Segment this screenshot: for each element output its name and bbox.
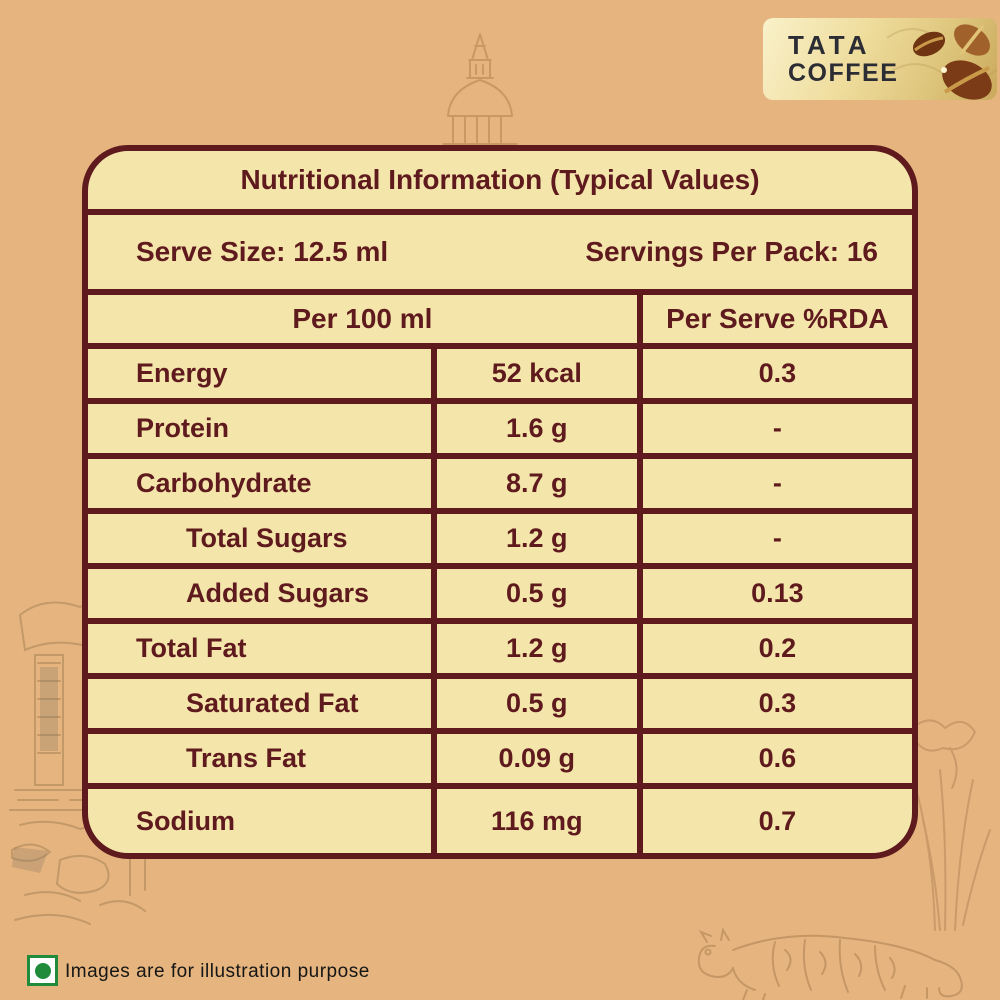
table-row-sodium: Sodium 116 mg 0.7 [88,783,912,853]
row-rda: 0.13 [636,569,912,618]
table-row-total-fat: Total Fat 1.2 g 0.2 [88,618,912,673]
table-row-protein: Protein 1.6 g - [88,398,912,453]
row-value: 52 kcal [430,349,637,398]
table-title: Nutritional Information (Typical Values) [240,164,760,195]
header-per-100ml: Per 100 ml [292,303,433,334]
servings-per-pack-text: Servings Per Pack: 16 [585,236,878,267]
dome-building-sketch [442,33,518,145]
row-value: 0.5 g [430,679,637,728]
table-row-trans-fat: Trans Fat 0.09 g 0.6 [88,728,912,783]
serve-info-row: Serve Size: 12.5 ml Servings Per Pack: 1… [88,209,912,289]
row-value: 0.09 g [430,734,637,783]
tata-coffee-logo: TATA COFFEE [763,18,997,100]
nutrition-table: Nutritional Information (Typical Values)… [82,145,918,859]
table-row-added-sugars: Added Sugars 0.5 g 0.13 [88,563,912,618]
serve-size-text: Serve Size: 12.5 ml [136,236,389,267]
row-value: 1.2 g [430,514,637,563]
coffee-beans-icon [887,24,997,100]
logo-wordmark: TATA COFFEE [763,31,898,87]
header-per-serve-rda: Per Serve %RDA [636,295,912,343]
row-value: 1.2 g [430,624,637,673]
row-label: Total Sugars [186,523,348,553]
row-label: Protein [136,413,230,443]
logo-brand-text: TATA [788,29,872,60]
row-label: Carbohydrate [136,468,312,498]
row-label: Total Fat [136,633,247,663]
table-row-carbohydrate: Carbohydrate 8.7 g - [88,453,912,508]
column-header-row: Per 100 ml Per Serve %RDA [88,289,912,343]
row-rda: 0.2 [636,624,912,673]
table-row-total-sugars: Total Sugars 1.2 g - [88,508,912,563]
logo-product-text: COFFEE [788,58,899,87]
row-label: Energy [136,358,228,388]
row-label: Saturated Fat [186,688,359,718]
row-value: 1.6 g [430,404,637,453]
row-value: 0.5 g [430,569,637,618]
row-value: 8.7 g [430,459,637,508]
veg-dot [34,962,51,979]
row-value: 116 mg [430,789,637,853]
row-rda: 0.3 [636,679,912,728]
table-row-energy: Energy 52 kcal 0.3 [88,343,912,398]
row-rda: 0.3 [636,349,912,398]
row-rda: - [636,459,912,508]
row-label: Sodium [136,805,235,836]
tiger-sketch [697,927,963,1000]
row-rda: 0.6 [636,734,912,783]
veg-mark-icon [27,955,58,986]
row-label: Added Sugars [186,578,370,608]
disclaimer-text: Images are for illustration purpose [65,961,370,982]
row-rda: 0.7 [636,789,912,853]
row-rda: - [636,514,912,563]
row-label: Trans Fat [186,743,307,773]
table-row-saturated-fat: Saturated Fat 0.5 g 0.3 [88,673,912,728]
row-rda: - [636,404,912,453]
